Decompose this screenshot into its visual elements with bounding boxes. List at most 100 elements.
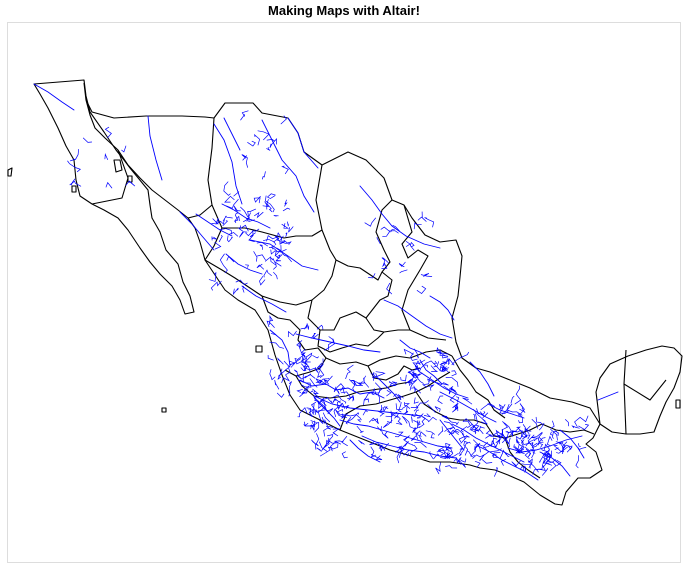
border-chihuahua-coahuila [211,164,323,239]
river-segment [460,458,467,463]
river-segment [235,279,248,286]
river-segment [420,274,433,277]
river-segment [385,412,396,418]
river-segment [531,419,538,429]
river-segment [433,360,438,364]
river-segment [277,357,284,365]
river-network-3 [361,435,457,459]
river-network-10 [221,203,271,229]
river-segment [539,452,550,463]
river-segment [395,403,403,411]
river-segment [462,418,476,431]
river-segment [259,276,266,286]
river-segment [492,452,501,457]
island-revillagigedo [161,407,167,413]
river-segment [269,341,285,349]
river-segment [549,431,554,436]
river-segment [473,409,483,420]
river-segment [311,420,315,427]
river-segment [277,232,283,244]
river-segment [393,393,402,401]
river-segment [297,374,304,383]
river-segment [356,381,363,386]
river-colorado [33,83,75,111]
river-segment [341,451,348,459]
river-segment [396,415,403,425]
river-segment [510,395,515,404]
river-segment [545,459,556,466]
river-segment [370,372,375,378]
river-segment [462,397,473,405]
river-segment [226,255,235,263]
river-segment [452,406,459,413]
river-segment [234,212,239,222]
river-segment [412,359,426,369]
river-segment [456,396,460,403]
river-segment [532,465,543,475]
river-segment [405,241,411,247]
river-segment [335,409,348,419]
river-segment [562,444,573,454]
river-segment [406,453,410,457]
river-segment [413,222,422,230]
river-segment [275,254,281,259]
river-segment [437,426,444,436]
border-chiapas [504,437,541,479]
river-segment [323,377,330,380]
river-segment [310,367,319,373]
river-segment [451,351,470,366]
river-segment [345,417,352,425]
river-segment [268,247,281,257]
river-segment [494,434,501,445]
river-segment [422,376,432,388]
river-segment [444,446,454,459]
river-segment [397,394,404,399]
border-michoacan [295,375,411,399]
river-segment [410,352,418,361]
river-segment [321,398,328,406]
river-segment [303,423,309,427]
river-segment [413,348,420,359]
border-tabasco [541,423,595,435]
river-segment [479,441,490,461]
river-segment [253,196,261,204]
river-segment [326,434,334,443]
river-segment [321,440,331,451]
river-segment [404,378,412,386]
river-segment [247,140,256,147]
river-segment [412,372,423,376]
river-network-12 [469,361,495,397]
river-segment [552,430,558,439]
river-segment [436,382,449,386]
river-segment [358,440,365,445]
river-segment [520,439,530,445]
river-segment [276,245,282,252]
river-segment [454,405,458,411]
river-segment [296,389,303,393]
river-segment [396,446,406,464]
river-yucatan [597,391,619,401]
river-segment [442,355,449,359]
river-segment [328,446,333,452]
river-segment [429,451,434,459]
river-segment [496,429,503,438]
border-zacatecas [307,271,393,331]
river-segment [437,395,444,404]
river-segment [444,426,454,432]
river-segment [392,225,401,232]
river-segment [323,439,330,449]
river-segment [249,231,256,238]
river-segment [436,346,446,357]
river-segment [467,424,478,430]
river-segment [317,411,324,425]
river-segment [316,447,322,452]
river-segment [356,425,364,433]
river-segment [266,139,275,142]
river-segment [443,451,451,459]
river-segment [445,415,459,426]
river-segment [256,241,269,247]
river-segment [104,126,112,139]
river-segment [378,444,383,452]
river-segment [537,437,544,443]
